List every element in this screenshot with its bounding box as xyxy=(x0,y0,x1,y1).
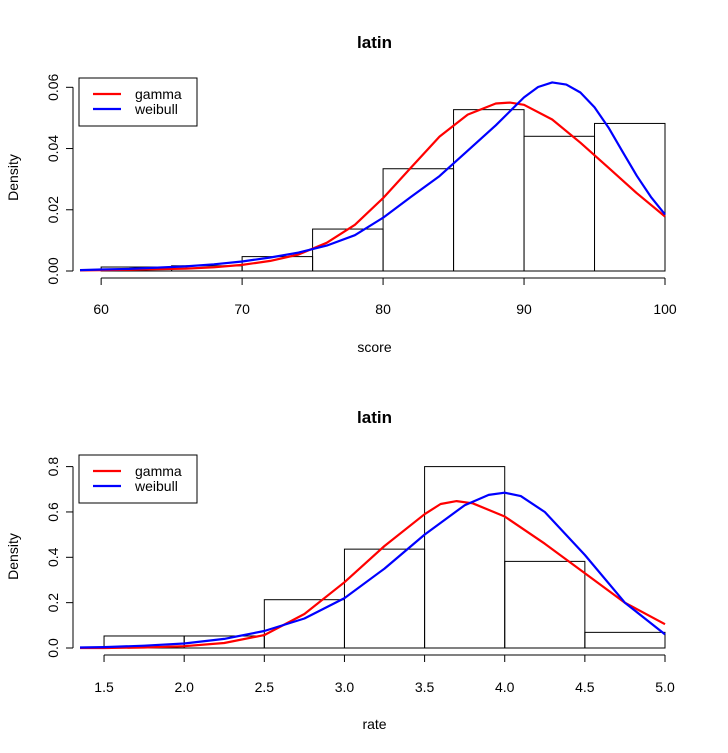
y-tick-label: 0.0 xyxy=(45,638,61,658)
histogram-bar xyxy=(523,135,596,272)
x-tick-label: 5.0 xyxy=(655,679,675,695)
y-tick-label: 0.06 xyxy=(45,73,61,100)
chart-1: latin 60 70 80 90 100 0.00 0.02 0.04 0.06 score Den… xyxy=(5,33,677,355)
x-axis-label: score xyxy=(357,339,391,355)
x-tick-label: 60 xyxy=(93,301,109,317)
series-line-gamma xyxy=(80,500,666,650)
x-tick-label: 3.0 xyxy=(335,679,355,695)
x-axis-label: rate xyxy=(362,716,386,732)
x-tick-label: 90 xyxy=(516,301,532,317)
x-tick-label: 2.5 xyxy=(255,679,275,695)
legend-label: gamma xyxy=(135,86,182,102)
x-tick-label: 4.5 xyxy=(575,679,595,695)
legend-label: weibull xyxy=(134,101,178,117)
y-tick-label: 0.00 xyxy=(45,257,61,284)
x-tick-label: 1.5 xyxy=(94,679,114,695)
histogram-bar xyxy=(312,228,384,272)
y-tick-label: 0.4 xyxy=(45,547,61,567)
histogram-bar xyxy=(453,109,525,272)
histogram-bar xyxy=(382,168,455,272)
y-tick-label: 0.6 xyxy=(45,502,61,522)
series-line-weibull xyxy=(79,491,666,649)
x-tick-label: 100 xyxy=(653,301,677,317)
chart-title: latin xyxy=(357,408,392,427)
x-tick-label: 80 xyxy=(375,301,391,317)
x-tick-label: 2.0 xyxy=(174,679,194,695)
series-line-gamma xyxy=(79,101,666,272)
legend-box xyxy=(78,454,198,504)
legend-label: gamma xyxy=(135,463,182,479)
histogram-bar xyxy=(504,560,586,649)
y-axis-label: Density xyxy=(5,533,21,580)
x-tick-label: 3.5 xyxy=(415,679,435,695)
histogram-bar xyxy=(424,466,506,649)
chart-2: latin 1.5 2.0 2.5 3.0 3.5 4.0 4.5 5.0 0.0 0.2 0.4 0.… xyxy=(5,408,675,732)
legend-label: weibull xyxy=(134,478,178,494)
histogram-bar xyxy=(343,548,426,649)
chart-title: latin xyxy=(357,33,392,52)
legend-box xyxy=(78,77,198,127)
x-tick-label: 70 xyxy=(234,301,250,317)
y-tick-label: 0.02 xyxy=(45,196,61,223)
histogram-bar xyxy=(584,631,666,649)
series-line-weibull xyxy=(79,81,666,272)
y-axis-label: Density xyxy=(5,154,21,201)
y-tick-label: 0.04 xyxy=(45,135,61,162)
histogram-bar xyxy=(594,122,666,272)
histogram-bar xyxy=(263,599,345,649)
x-tick-label: 4.0 xyxy=(495,679,515,695)
y-tick-label: 0.8 xyxy=(45,457,61,477)
y-tick-label: 0.2 xyxy=(45,593,61,613)
